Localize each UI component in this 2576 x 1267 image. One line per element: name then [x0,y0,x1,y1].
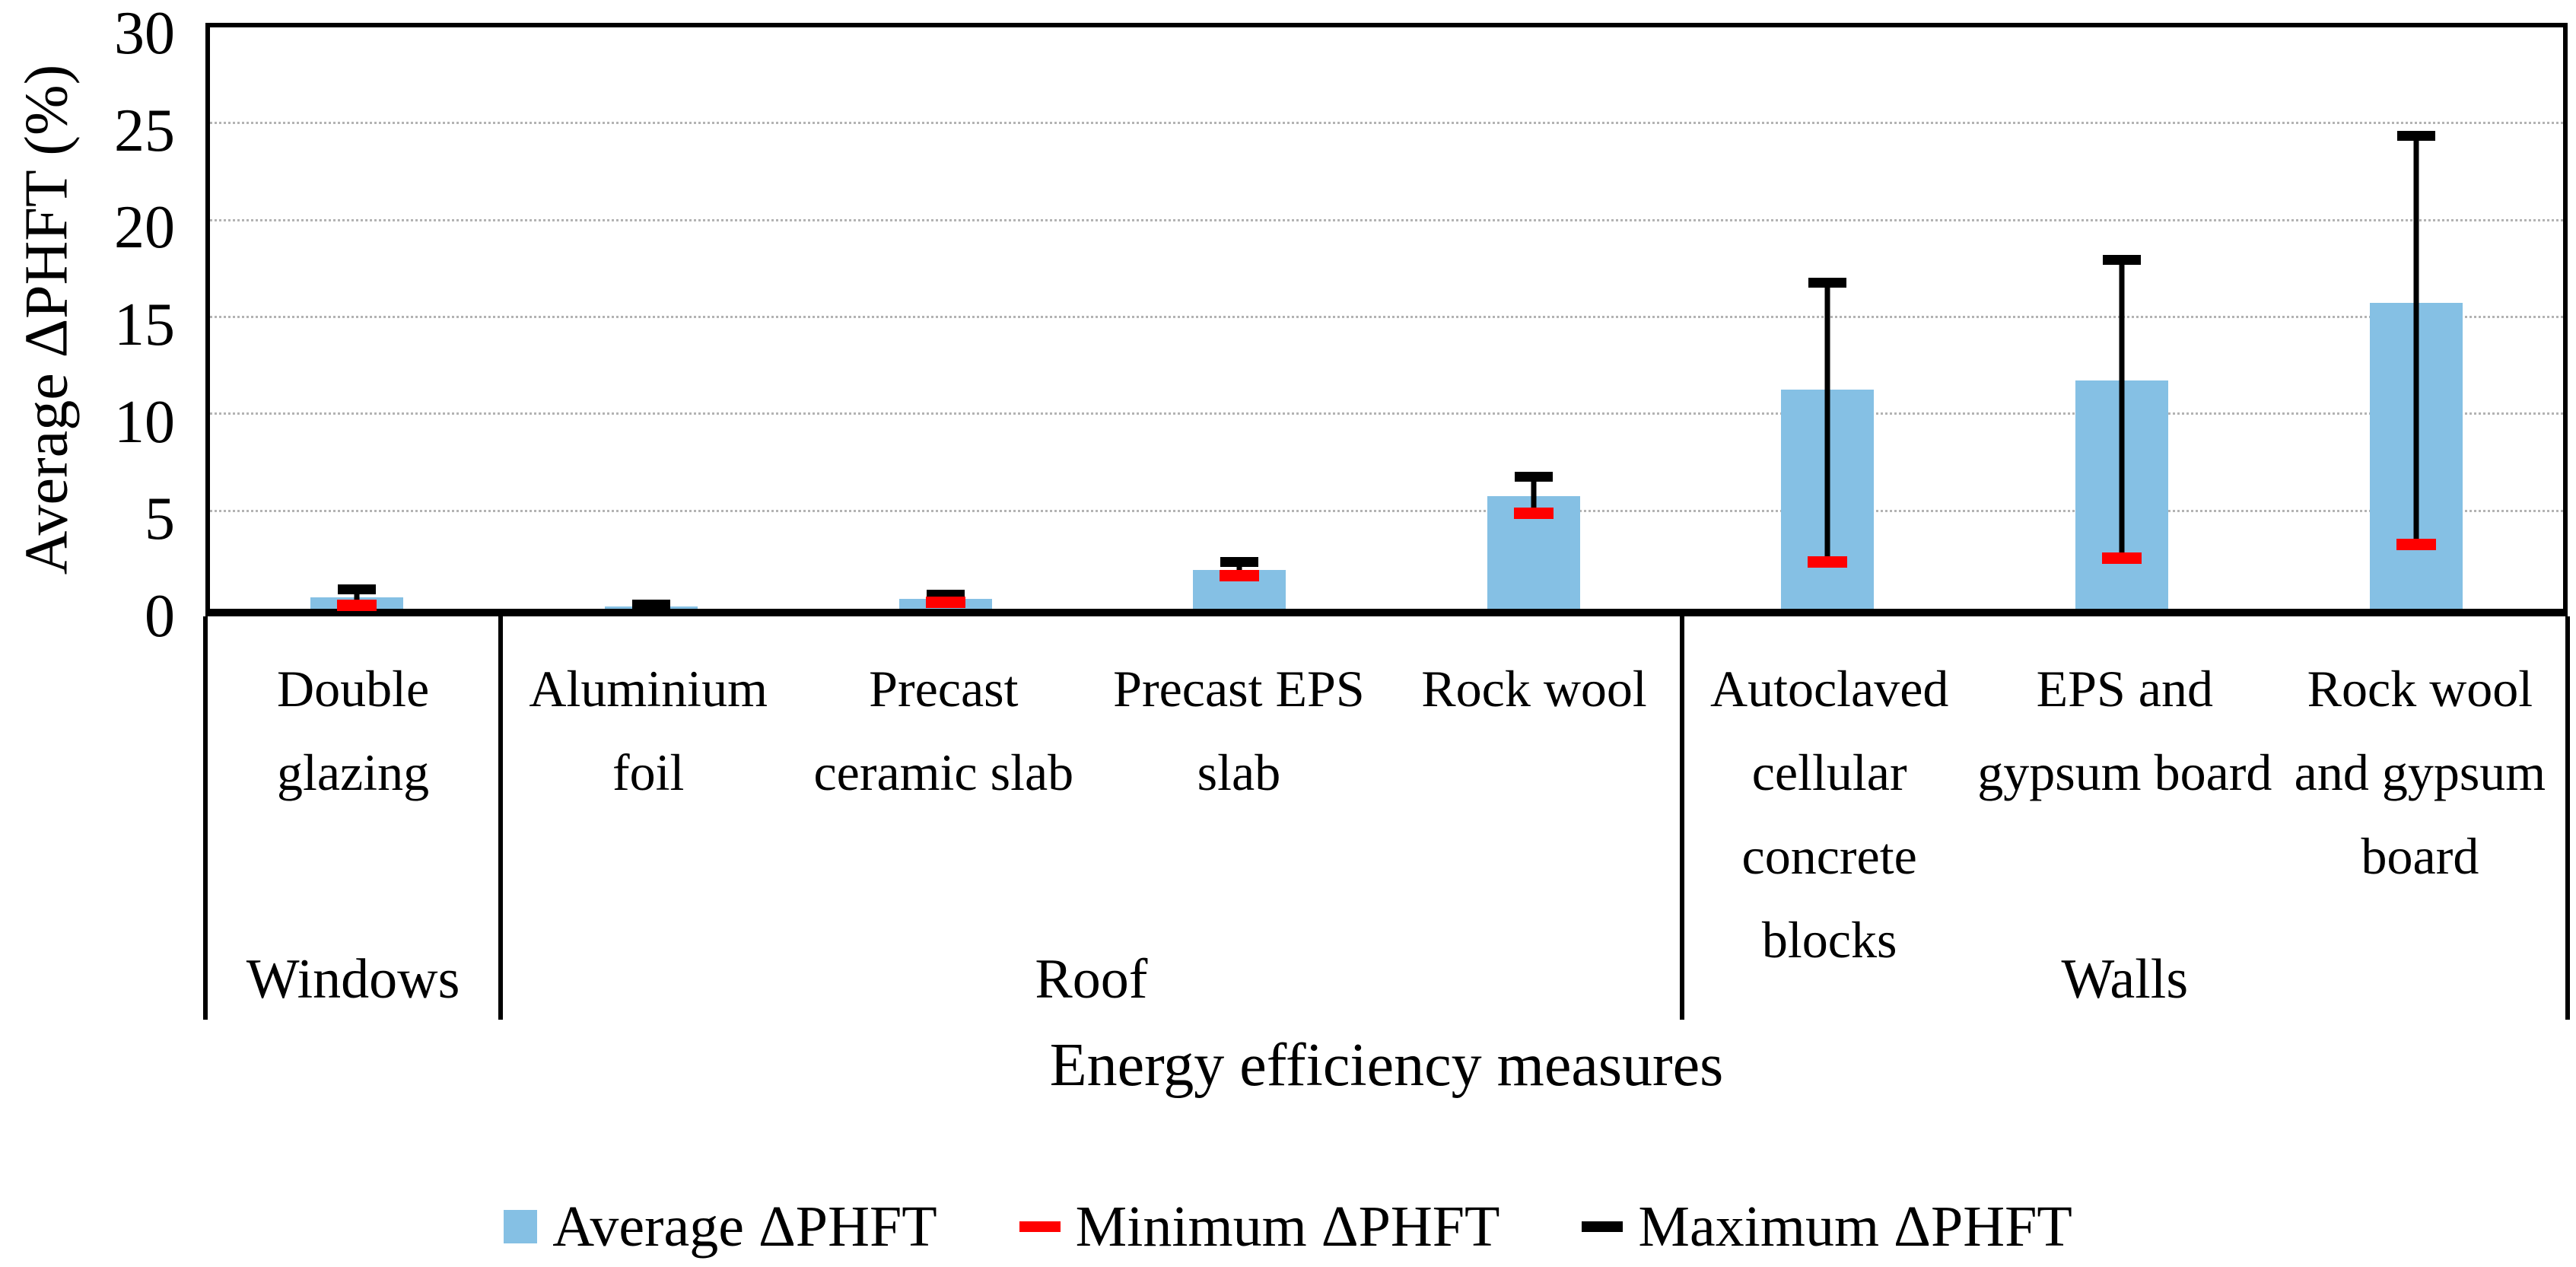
legend-item: Average ΔPHFT [504,1194,937,1260]
minimum-dash [2102,552,2142,564]
legend-item: Minimum ΔPHFT [1019,1194,1500,1260]
category-slot [2269,27,2563,609]
group-divider [498,616,504,1020]
category-label: Aluminium foil [529,660,768,802]
category-slot [1681,27,1975,609]
maximum-cap-dash [631,599,670,610]
category-slot [798,27,1092,609]
group-label: Walls [2061,948,2189,1011]
error-bar-line [1236,562,1242,576]
plot-area [205,23,2568,616]
legend-square-swatch-icon [504,1210,538,1243]
group-label: Roof [1035,948,1148,1011]
minimum-dash [2396,538,2436,550]
error-bar-line [2413,135,2419,545]
error-bar-line [2119,259,2125,559]
category-label: Autoclaved cellular concrete blocks [1709,660,1949,969]
category-slot [1975,27,2269,609]
group-divider [1679,616,1684,1020]
gridline [210,218,2563,221]
maximum-cap-dash [1808,278,1847,288]
category-slot [1387,27,1681,609]
y-tick-label: 10 [114,388,175,456]
gridline [210,122,2563,125]
maximum-cap-dash [1514,471,1553,482]
category-slot [210,27,504,612]
legend-label: Average ΔPHFT [552,1194,937,1259]
minimum-dash [925,597,965,609]
legend-dash-swatch-icon [1019,1221,1061,1232]
category-slot [1092,27,1387,609]
legend: Average ΔPHFT Minimum ΔPHFT Maximum ΔPHFT [0,1189,2576,1265]
group-divider [203,616,208,1020]
y-tick-label: 25 [114,97,175,164]
category-label-table: Double glazing Aluminium foil Precast cera… [203,616,2570,1020]
x-axis-title: Energy efficiency measures [1049,1032,1724,1099]
gridline [210,412,2563,415]
maximum-cap-dash [2103,254,2142,265]
error-bar-line [354,589,360,606]
y-tick-label: 30 [114,0,175,67]
category-label: Rock wool and gypsum board [2294,660,2546,886]
y-tick-label: 15 [114,291,175,358]
group-divider [2565,616,2570,1020]
category-label: Precast ceramic slab [813,660,1074,802]
y-tick-label: 0 [145,583,175,650]
minimum-dash [1220,569,1260,581]
category-slot [504,27,799,610]
error-bar-line [1824,283,1830,562]
gridline [210,316,2563,318]
maximum-cap-dash [2396,130,2435,141]
minimum-dash [1808,556,1848,568]
bar-slots [210,27,2563,612]
legend-dash-swatch-icon [1582,1221,1624,1232]
y-tick-label: 5 [145,485,175,553]
minimum-dash [337,600,377,612]
error-bar-line [1531,476,1537,514]
category-label: EPS and gypsum board [1977,660,2272,802]
maximum-cap-dash [338,584,377,594]
legend-label: Minimum ΔPHFT [1075,1194,1500,1259]
gridline [210,509,2563,512]
category-label: Double glazing [276,660,430,802]
y-tick-label: 20 [114,194,175,262]
category-label: Precast EPS slab [1113,660,1365,802]
legend-item: Maximum ΔPHFT [1582,1194,2072,1260]
minimum-dash [1513,508,1554,520]
category-label: Rock wool [1421,660,1647,718]
legend-label: Maximum ΔPHFT [1638,1194,2072,1259]
maximum-cap-dash [1220,556,1259,567]
group-label: Windows [246,948,460,1011]
